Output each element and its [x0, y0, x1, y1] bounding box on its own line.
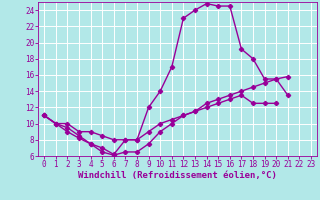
X-axis label: Windchill (Refroidissement éolien,°C): Windchill (Refroidissement éolien,°C) — [78, 171, 277, 180]
